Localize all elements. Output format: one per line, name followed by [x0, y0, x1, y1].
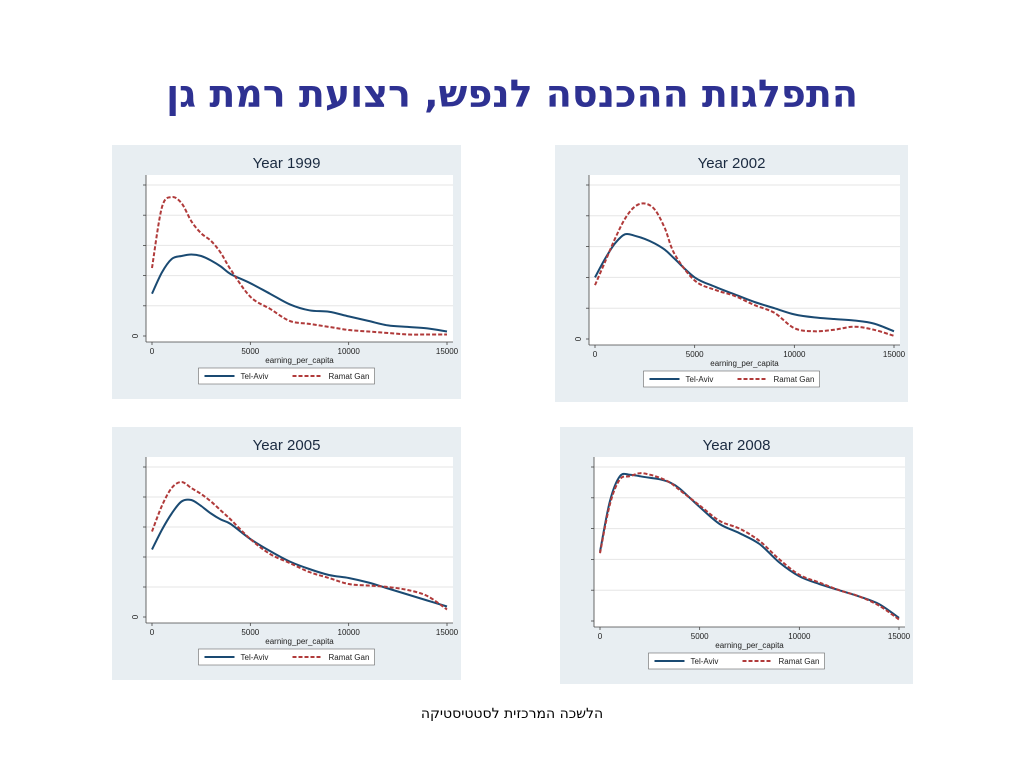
x-tick-label: 15000 [883, 350, 906, 359]
x-tick-label: 5000 [686, 350, 704, 359]
x-tick-label: 0 [150, 347, 155, 356]
x-axis-label: earning_per_capita [715, 641, 784, 650]
x-tick-label: 10000 [783, 350, 806, 359]
legend-label: Tel-Aviv [241, 653, 269, 662]
plot-area [594, 457, 905, 627]
x-tick-label: 15000 [436, 347, 459, 356]
chart-2005: Year 2005 0 0 5000 10000 15000 earning_per_cap… [131, 437, 459, 666]
x-axis-label: earning_per_capita [265, 637, 334, 646]
legend-box [198, 648, 375, 666]
x-tick-label: 5000 [241, 347, 259, 356]
series-line-ramat-gan [594, 202, 895, 337]
chart-panel-2008: Year 2008 0 5000 10000 15000 earning_per_capi… [560, 427, 913, 684]
legend-label: Tel-Aviv [241, 372, 269, 381]
series-line-tel-aviv [594, 232, 895, 333]
plot-area [146, 175, 453, 342]
legend-box [198, 367, 375, 385]
footer-source: הלשכה המרכזית לסטטיסטיקה [420, 706, 604, 722]
series-line-ramat-gan [599, 472, 900, 621]
x-tick-label: 0 [598, 632, 603, 641]
x-tick-label: 15000 [436, 628, 459, 637]
legend-label: Ramat Gan [779, 657, 820, 666]
legend-label: Ramat Gan [329, 372, 370, 381]
series-line-ramat-gan [151, 480, 448, 611]
x-axis-label: earning_per_capita [710, 359, 779, 368]
x-tick-label: 0 [150, 628, 155, 637]
x-tick-label: 5000 [691, 632, 709, 641]
series-line-tel-aviv [151, 498, 448, 608]
chart-1999: Year 1999 0 0 5000 10000 15000 earning_per_cap… [131, 155, 459, 385]
x-tick-label: 5000 [241, 628, 259, 637]
x-tick-label: 0 [593, 350, 598, 359]
chart-title: Year 2005 [253, 437, 321, 454]
y-tick-label: 0 [574, 336, 583, 341]
chart-panel-2002: Year 2002 0 0 5000 10000 15000 earning_per_cap… [555, 145, 908, 402]
plot-area [589, 175, 900, 345]
plot-area [146, 457, 453, 623]
chart-title: Year 2002 [698, 155, 766, 172]
chart-panel-2005: Year 2005 0 0 5000 10000 15000 earning_per_cap… [112, 427, 461, 680]
y-tick-label: 0 [131, 333, 140, 338]
slide-title: התפלגות ההכנסה לנפש, רצועת רמת גן [166, 72, 858, 116]
legend-label: Tel-Aviv [691, 657, 719, 666]
x-tick-label: 10000 [338, 628, 361, 637]
series-line-ramat-gan [151, 195, 447, 336]
legend-box [648, 652, 825, 670]
chart-2002: Year 2002 0 0 5000 10000 15000 earning_per_cap… [574, 155, 906, 388]
x-tick-label: 15000 [888, 632, 911, 641]
series-line-tel-aviv [151, 253, 448, 333]
x-tick-label: 10000 [788, 632, 811, 641]
x-tick-label: 10000 [338, 347, 361, 356]
chart-title: Year 2008 [703, 437, 771, 454]
chart-panel-1999: Year 1999 0 0 5000 10000 15000 earning_per_cap… [112, 145, 461, 399]
legend-label: Tel-Aviv [686, 375, 714, 384]
chart-title: Year 1999 [253, 155, 321, 172]
chart-2008: Year 2008 0 5000 10000 15000 earning_per_capi… [591, 437, 911, 670]
legend-label: Ramat Gan [774, 375, 815, 384]
y-tick-label: 0 [131, 614, 140, 619]
x-axis-label: earning_per_capita [265, 356, 334, 365]
legend-label: Ramat Gan [329, 653, 370, 662]
legend-box [643, 370, 820, 388]
